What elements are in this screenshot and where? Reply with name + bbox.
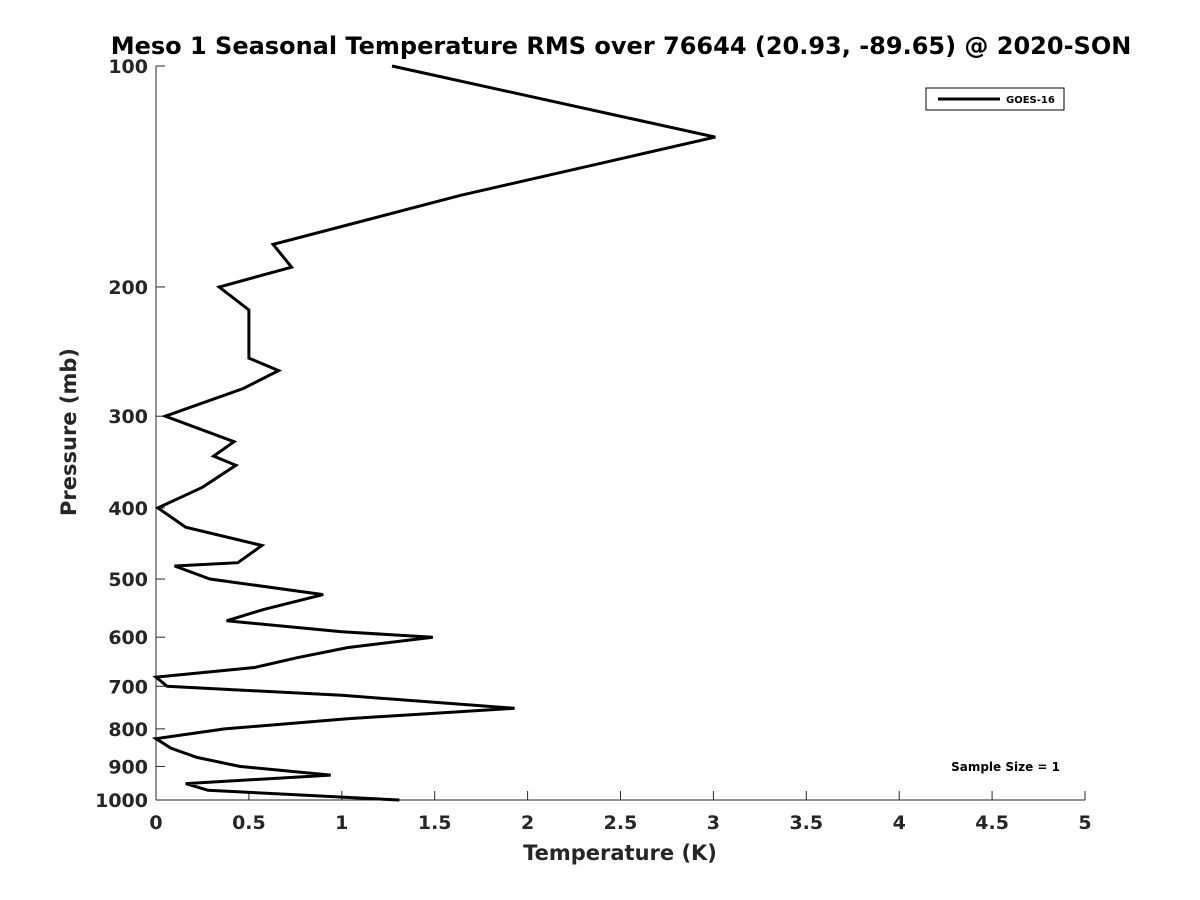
chart-title: Meso 1 Seasonal Temperature RMS over 766…: [111, 32, 1132, 60]
y-tick-label: 800: [108, 719, 148, 741]
x-tick-label: 2: [521, 812, 534, 834]
x-tick-label: 4.5: [975, 812, 1009, 834]
y-tick-label: 300: [108, 406, 148, 428]
y-tick-label: 600: [108, 627, 148, 649]
x-tick-label: 4: [893, 812, 906, 834]
x-tick-label: 0.5: [232, 812, 266, 834]
y-tick-label: 200: [108, 277, 148, 299]
x-tick-label: 0: [149, 812, 162, 834]
series-line-goes-16: [151, 64, 716, 802]
legend: GOES-16: [925, 87, 1065, 111]
plot-area: 0 0.5 1 1.5 2 2.5 3 3.5 4 4.5 5 100 200 300 400 500 600…: [95, 56, 1092, 834]
legend-label-goes16: GOES-16: [1006, 95, 1055, 106]
x-axis-ticks: 0 0.5 1 1.5 2 2.5 3 3.5 4 4.5 5: [149, 791, 1092, 834]
x-tick-label: 3.5: [789, 812, 823, 834]
y-axis-label: Pressure (mb): [57, 348, 81, 516]
x-tick-label: 1.5: [418, 812, 452, 834]
sample-size-annotation: Sample Size = 1: [951, 760, 1060, 774]
y-axis-ticks: 100 200 300 400 500 600 700 800 900 1000: [95, 56, 165, 812]
x-tick-label: 3: [707, 812, 720, 834]
y-tick-label: 1000: [95, 790, 148, 812]
x-tick-label: 5: [1078, 812, 1091, 834]
y-tick-label: 100: [108, 56, 148, 78]
x-axis-label: Temperature (K): [523, 841, 717, 865]
x-tick-label: 1: [335, 812, 348, 834]
x-tick-label: 2.5: [604, 812, 638, 834]
y-tick-label: 900: [108, 756, 148, 778]
y-tick-label: 500: [108, 569, 148, 591]
y-tick-label: 700: [108, 676, 148, 698]
y-tick-label: 400: [108, 498, 148, 520]
series-layer: [151, 64, 716, 802]
